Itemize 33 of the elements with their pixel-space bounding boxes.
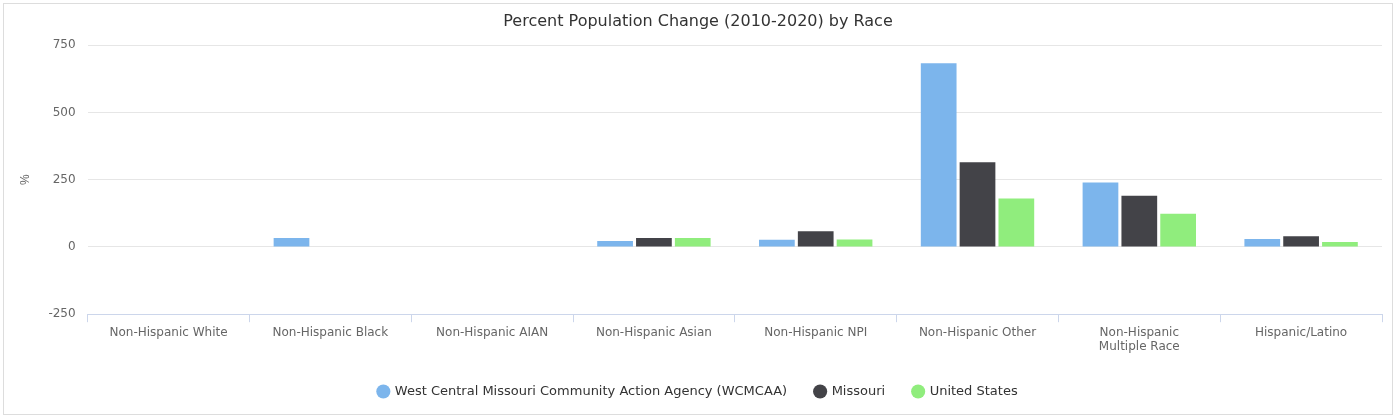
bar: [636, 238, 672, 247]
x-tick-label: Non-Hispanic Other: [918, 324, 1037, 339]
x-tick-label: Hispanic/Latino: [1255, 324, 1348, 339]
bar: [836, 239, 873, 247]
bar: [1121, 195, 1158, 247]
bar: [1322, 242, 1358, 247]
x-tick-label: Non-Hispanic White: [109, 324, 228, 339]
x-tick-label: Non-Hispanic Multiple Race: [1098, 324, 1180, 353]
y-tick-label: -250: [48, 306, 76, 321]
bar: [597, 241, 633, 247]
x-tick-label: Non-Hispanic Black: [272, 324, 389, 339]
legend-label: United States: [929, 382, 1018, 398]
bar: [797, 231, 834, 247]
chart-title: Percent Population Change (2010-2020) by Race: [503, 10, 893, 30]
y-tick-label: 500: [52, 104, 76, 119]
y-axis-title: %: [17, 174, 32, 186]
legend-label: Missouri: [831, 382, 886, 398]
x-tick-label: Non-Hispanic AIAN: [436, 324, 549, 339]
bar: [998, 198, 1035, 247]
bar: [674, 238, 711, 247]
bar: [1244, 238, 1281, 247]
bar: [959, 162, 996, 247]
y-tick-label: 250: [52, 171, 76, 186]
bar: [920, 63, 957, 247]
bar: [1283, 236, 1319, 247]
x-tick-label: Non-Hispanic Asian: [595, 324, 712, 339]
y-tick-label: 0: [67, 239, 76, 254]
bar: [1160, 213, 1196, 247]
bar: [273, 238, 310, 247]
legend-label: West Central Missouri Community Action Agency (WCMCAA): [394, 382, 788, 398]
bar: [1082, 182, 1119, 247]
x-tick-label: Non-Hispanic NPI: [764, 324, 868, 339]
y-tick-label: 750: [52, 37, 76, 52]
